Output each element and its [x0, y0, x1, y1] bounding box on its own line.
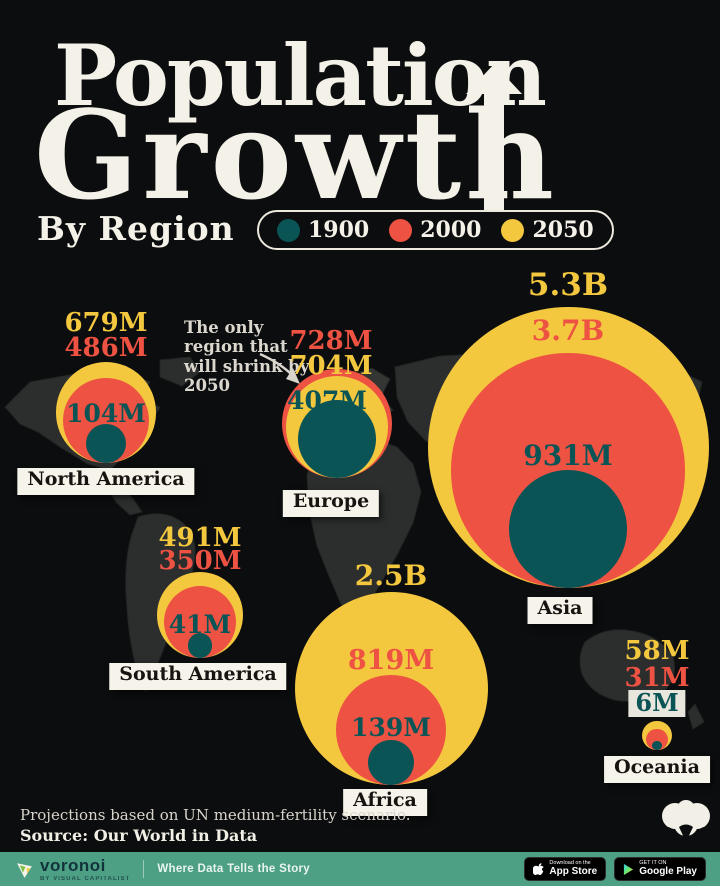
value-label-1900: 41M: [168, 610, 232, 639]
subtitle: By Region: [37, 209, 235, 248]
value-label-2000: 819M: [347, 645, 435, 676]
legend-item-1900: 1900: [277, 217, 369, 243]
annotation-europe-shrink: The only region that will shrink by 2050: [184, 318, 310, 396]
brand-bar: voronoi BY VISUAL CAPITALIST Where Data …: [0, 852, 720, 886]
brand-wordmark: voronoi: [40, 855, 106, 875]
divider: [143, 860, 145, 878]
legend-swatch-1900: [277, 218, 300, 242]
value-label-1900: 407M: [287, 386, 367, 415]
footer-note: Projections based on UN medium-fertility…: [20, 806, 411, 824]
value-label-2000: 486M: [64, 333, 148, 363]
value-label-2050: 58M: [624, 636, 690, 666]
legend-label-2050: 2050: [532, 217, 594, 243]
legend-label-1900: 1900: [308, 217, 370, 243]
region-chip: South America: [109, 663, 287, 690]
bubble-1900: [368, 739, 414, 785]
brand-tagline: Where Data Tells the Story: [157, 863, 310, 875]
value-label-2050: 2.5B: [354, 559, 428, 592]
legend-label-2000: 2000: [420, 217, 482, 243]
region-chip: Oceania: [604, 756, 710, 783]
region-chip: North America: [17, 468, 195, 495]
app-store-badge-top: Download on the: [549, 859, 591, 866]
legend-item-2050: 2050: [501, 217, 594, 243]
region-chip: Africa: [343, 789, 427, 816]
apple-icon: [533, 863, 545, 875]
footer-source: Source: Our World in Data: [20, 826, 258, 845]
google-play-badge[interactable]: GET IT ON Google Play: [614, 857, 706, 881]
value-label-2000: 350M: [158, 546, 242, 576]
title-line1: Population: [54, 26, 547, 125]
region-chip: Asia: [527, 597, 593, 624]
brand-sub-text: BY VISUAL CAPITALIST: [40, 875, 131, 882]
app-store-badge-bottom: App Store: [549, 866, 598, 878]
value-label-1900: 6M: [628, 690, 686, 717]
legend-swatch-2000: [389, 218, 413, 242]
value-label-2000: 728M: [289, 326, 373, 356]
voronoi-logo-icon: [17, 862, 32, 878]
bubble-1900: [187, 633, 213, 658]
app-store-badge[interactable]: Download on the App Store: [524, 857, 607, 881]
value-label-1900: 931M: [523, 439, 613, 472]
value-label-1900: 139M: [351, 713, 431, 742]
legend-item-2000: 2000: [389, 217, 481, 243]
annotation-arrow-icon: [259, 352, 300, 384]
bubble-1900: [652, 740, 662, 750]
legend-swatch-2050: [501, 218, 525, 242]
title-line2: Growth: [34, 83, 558, 227]
growth-arrow-icon: [466, 64, 522, 210]
google-play-icon: [624, 863, 634, 875]
google-play-badge-bottom: Google Play: [639, 866, 697, 878]
voronoi-emblem-icon: [660, 800, 712, 842]
bubble-1900: [86, 423, 126, 463]
value-label-2050: 679M: [64, 308, 148, 338]
value-label-2000: 31M: [624, 663, 690, 693]
value-label-1900: 104M: [66, 399, 146, 428]
value-label-2000: 3.7B: [531, 314, 605, 347]
voronoi-logo: voronoi BY VISUAL CAPITALIST: [14, 857, 130, 882]
value-label-2050: 491M: [158, 523, 242, 553]
legend: 1900 2000 2050: [257, 210, 614, 250]
bubble-1900: [509, 470, 627, 588]
value-label-2050: 704M: [289, 351, 373, 381]
value-label-2050: 5.3B: [527, 267, 609, 303]
bubble-1900: [298, 400, 376, 478]
region-chip: Europe: [282, 490, 380, 517]
bubble-2000: [646, 728, 668, 750]
google-play-badge-top: GET IT ON: [639, 859, 667, 866]
